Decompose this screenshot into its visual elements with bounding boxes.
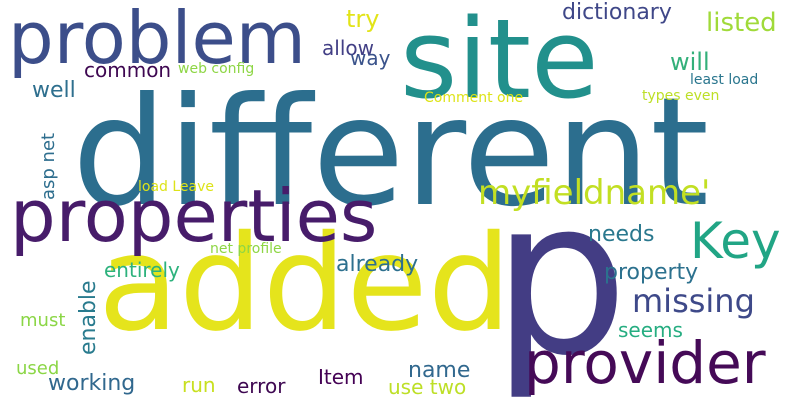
- word: used: [16, 358, 60, 379]
- word: already: [336, 252, 419, 277]
- word: use two: [388, 375, 467, 399]
- word: web config: [178, 61, 255, 77]
- word: Key: [690, 212, 781, 270]
- word: allow: [322, 36, 374, 60]
- word: run: [182, 373, 216, 397]
- word: types even: [642, 88, 720, 104]
- word: must: [20, 310, 66, 331]
- word: asp net: [38, 132, 59, 200]
- word: different: [72, 66, 710, 240]
- word: will: [670, 48, 710, 76]
- word: working: [48, 371, 136, 396]
- word: seems: [618, 318, 683, 342]
- word: error: [237, 374, 286, 398]
- word: dictionary: [562, 0, 672, 25]
- word: try: [346, 5, 380, 33]
- word: added: [98, 207, 512, 361]
- word: well: [32, 78, 76, 103]
- word: property: [604, 260, 699, 285]
- word: site: [400, 0, 599, 123]
- word: p: [492, 152, 629, 400]
- word: problem: [8, 0, 306, 80]
- word: name: [408, 358, 471, 383]
- word: listed: [706, 8, 777, 38]
- word: provider: [524, 329, 766, 397]
- word: properties: [10, 174, 378, 258]
- word: common: [84, 58, 172, 82]
- word: Item: [318, 365, 364, 389]
- word: way: [350, 46, 391, 70]
- word: missing: [632, 282, 755, 320]
- word: load Leave: [138, 179, 215, 195]
- word: least load: [690, 72, 759, 88]
- word: entirely: [104, 258, 180, 282]
- word: needs: [588, 222, 655, 247]
- word: enable: [76, 280, 101, 355]
- word: Comment one: [424, 90, 524, 106]
- word: net profile: [210, 241, 282, 257]
- word: myfieldname': [478, 173, 711, 213]
